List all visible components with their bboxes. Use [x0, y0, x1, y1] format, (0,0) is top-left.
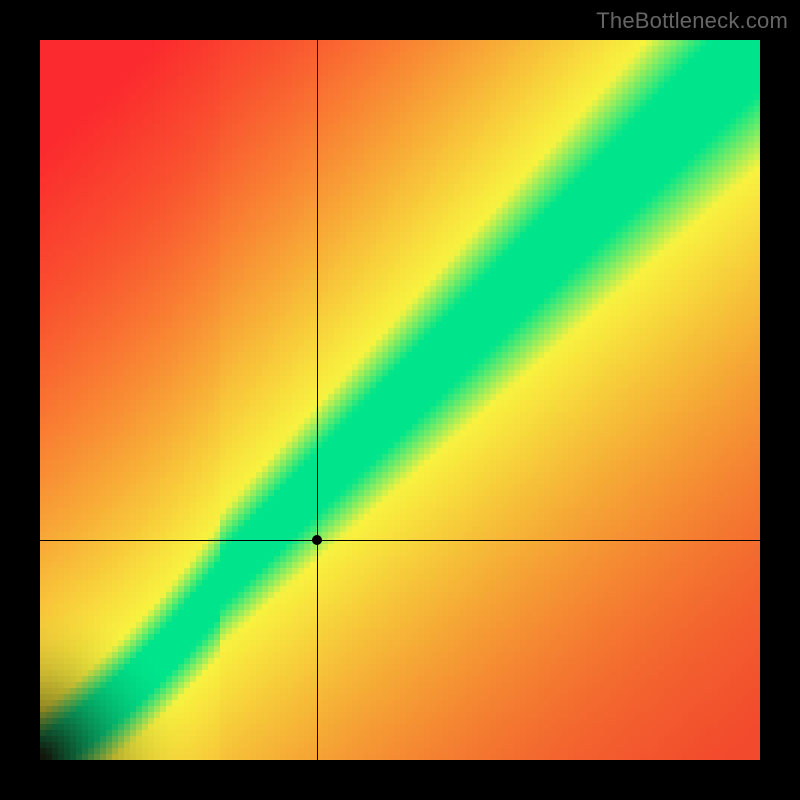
crosshair-vertical	[317, 40, 318, 760]
chart-container: TheBottleneck.com	[0, 0, 800, 800]
crosshair-horizontal	[40, 540, 760, 541]
bottleneck-heatmap	[40, 40, 760, 760]
watermark-text: TheBottleneck.com	[596, 8, 788, 34]
